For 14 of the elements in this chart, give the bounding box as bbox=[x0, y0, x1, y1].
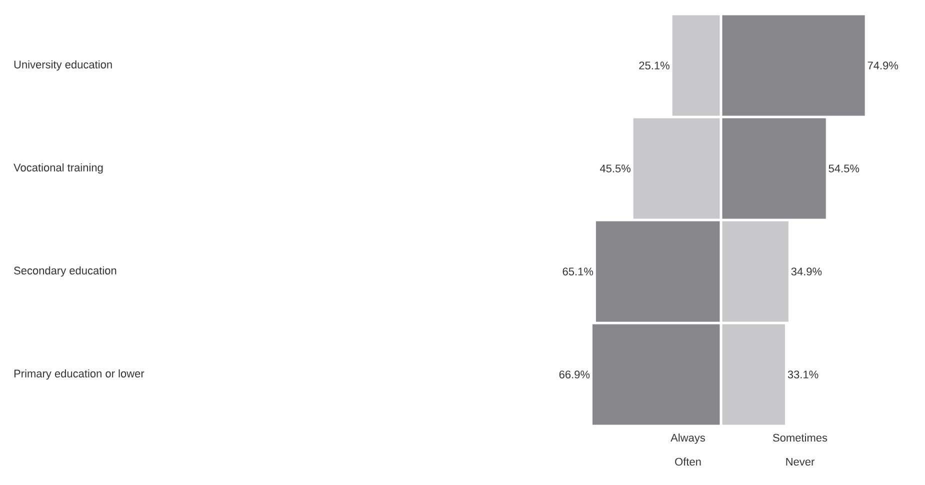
data-label: 54.5% bbox=[828, 164, 860, 172]
y-tick-label: University education bbox=[14, 60, 112, 71]
y-tick-label: Secondary education bbox=[14, 266, 116, 277]
data-label: 74.9% bbox=[868, 62, 898, 70]
data-label: 65.1% bbox=[562, 268, 594, 276]
y-tick-label: Vocational training bbox=[14, 163, 103, 174]
y-tick-label: Primary education or lower bbox=[14, 369, 144, 380]
text: Always Often bbox=[670, 434, 706, 466]
data-label: 33.1% bbox=[788, 370, 818, 378]
text: Sometimes Never bbox=[773, 434, 828, 466]
data-label: 66.9% bbox=[559, 370, 590, 378]
data-label: 34.9% bbox=[791, 268, 822, 276]
data-label: 25.1% bbox=[639, 62, 670, 70]
data-label: 45.5% bbox=[600, 164, 630, 172]
